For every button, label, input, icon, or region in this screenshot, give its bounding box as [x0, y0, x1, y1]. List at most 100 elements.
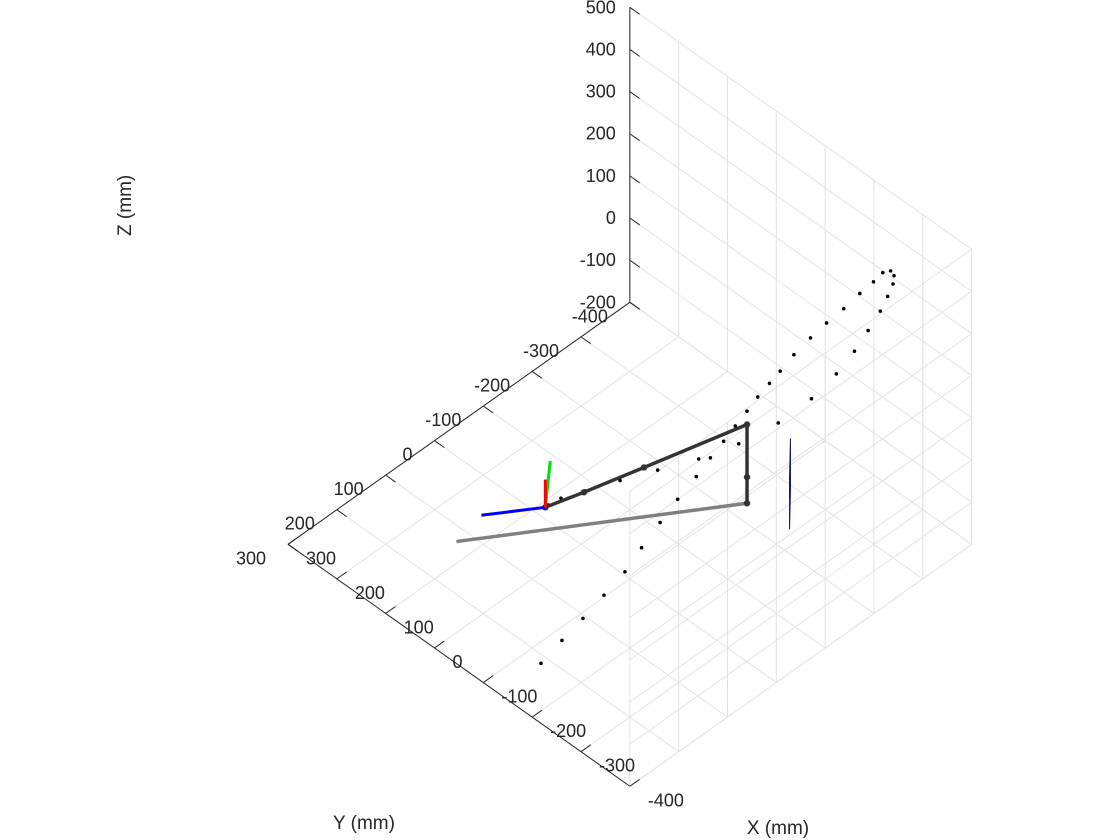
- z-tick: [629, 175, 640, 184]
- y-tick-label: 0: [402, 445, 412, 465]
- trajectory-point: [733, 424, 738, 428]
- grid-line: [629, 175, 972, 419]
- trajectory-point: [792, 352, 796, 357]
- grid-line: [629, 543, 972, 787]
- y-axis-line: [287, 301, 631, 545]
- grid-line: [629, 459, 972, 703]
- z-tick-label: 0: [606, 208, 616, 228]
- grid-line: [483, 440, 826, 683]
- y-tick-label: -400: [572, 306, 608, 326]
- trajectory-point: [658, 520, 662, 525]
- x-tick: [483, 675, 494, 683]
- y-tick-label: -300: [523, 341, 559, 361]
- trajectory-point: [708, 455, 713, 460]
- grid-line: [580, 336, 924, 580]
- arm-joint: [640, 464, 648, 471]
- trajectory-point: [696, 457, 701, 461]
- grid-line: [629, 291, 972, 534]
- x-tick-label: -100: [501, 687, 537, 707]
- x-tick: [385, 606, 396, 614]
- z-tick: [629, 91, 640, 99]
- z-tick-label: 300: [586, 82, 616, 102]
- z-tick: [629, 6, 640, 15]
- trajectory-point: [778, 369, 783, 373]
- grid-layer: [287, 6, 973, 787]
- y-tick: [336, 509, 347, 518]
- grid-line: [629, 133, 972, 377]
- trajectory-point: [694, 474, 699, 479]
- axis-layer: -400 -300 -200 -100 0 100 200 300 -400 -300 -200 -1…: [236, 0, 684, 810]
- y-tick-label: -200: [474, 375, 510, 395]
- arm-joint: [743, 473, 751, 481]
- trajectory-point: [776, 421, 781, 425]
- trajectory-point: [539, 661, 543, 666]
- z-tick: [629, 133, 640, 142]
- trajectory-point: [623, 570, 627, 574]
- trajectory-point: [871, 279, 876, 284]
- grid-line: [629, 375, 972, 619]
- trajectory-point: [755, 395, 760, 399]
- arm-link: [543, 422, 749, 510]
- trajectory-point: [809, 396, 814, 401]
- trajectory-point: [655, 468, 660, 472]
- x-tick: [287, 536, 299, 545]
- grid-line: [483, 405, 826, 649]
- y-tick-label: -100: [425, 410, 461, 430]
- y-tick: [287, 543, 299, 552]
- trajectory-point: [885, 294, 890, 299]
- y-tick: [531, 371, 543, 379]
- x-tick: [580, 744, 592, 753]
- trajectory-point: [736, 442, 741, 446]
- arm-joint: [580, 489, 588, 496]
- x-tick-label: 100: [404, 617, 434, 637]
- trajectory-point: [581, 616, 585, 621]
- grid-line: [336, 336, 679, 580]
- y-tick-label: 100: [334, 479, 364, 499]
- grid-line: [629, 301, 972, 545]
- x-axis-line: [287, 543, 631, 787]
- x-tick-label: 0: [453, 652, 463, 672]
- trajectory-point: [878, 309, 883, 313]
- frame-x-axis: [481, 505, 546, 517]
- trajectory-point: [745, 409, 749, 413]
- z-tick: [629, 217, 640, 226]
- z-tick: [629, 301, 640, 310]
- z-tick-label: 100: [586, 166, 616, 186]
- y-tick-label: 200: [285, 514, 315, 534]
- blue-panel: [789, 438, 791, 530]
- trajectory-point: [560, 638, 564, 643]
- trajectory-point: [891, 282, 895, 286]
- z-tick-label: -200: [580, 292, 616, 312]
- x-tick-label: -300: [599, 756, 635, 776]
- y-tick: [434, 440, 445, 448]
- trajectory-point: [852, 349, 857, 354]
- grid-line: [629, 6, 972, 250]
- z-tick-label: 500: [586, 0, 616, 17]
- grid-line: [629, 217, 972, 461]
- trajectory-point: [841, 306, 846, 311]
- trajectory-point: [834, 372, 839, 376]
- grid-line: [531, 371, 875, 614]
- x-tick: [336, 571, 347, 580]
- trajectory-point: [721, 439, 726, 444]
- arm-joint: [743, 500, 751, 507]
- y-tick: [483, 405, 494, 414]
- grid-line: [629, 259, 972, 503]
- z-tick: [629, 259, 640, 268]
- grid-line: [629, 49, 972, 292]
- z-tick-label: -100: [580, 250, 616, 270]
- trajectory-point: [866, 328, 870, 333]
- x-tick: [629, 778, 640, 787]
- z-tick-label: 200: [586, 124, 616, 144]
- trajectory-point: [675, 497, 680, 502]
- grid-line: [531, 474, 875, 718]
- arm-joint: [743, 421, 751, 428]
- z-tick: [629, 49, 640, 57]
- trajectory-point: [602, 593, 606, 597]
- grid-line: [434, 440, 777, 683]
- trajectory-point: [808, 336, 813, 340]
- x-tick-label: 300: [306, 548, 336, 568]
- x-tick-label: -200: [550, 721, 586, 741]
- z-tick-label: 400: [586, 39, 616, 59]
- trajectory-point: [767, 381, 772, 386]
